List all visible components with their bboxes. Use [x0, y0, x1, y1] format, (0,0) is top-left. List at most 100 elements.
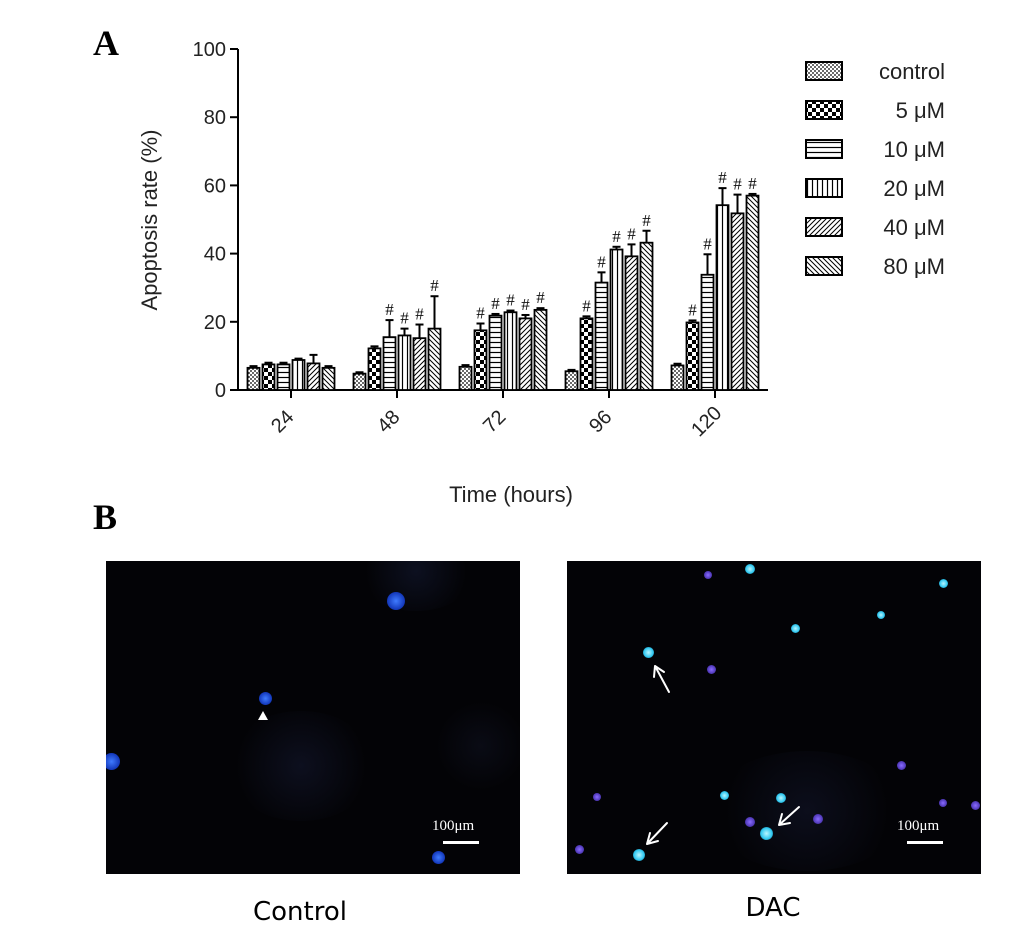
bar [458, 365, 473, 391]
dac-scale-label: 100μm [897, 818, 940, 834]
significance-marker: # [521, 295, 530, 314]
x-tick-label: 24 [267, 406, 298, 437]
bar [564, 370, 579, 391]
control-caption: Control [253, 897, 347, 927]
bar [261, 363, 276, 391]
apoptotic-nucleus [643, 647, 654, 658]
significance-marker: # [430, 276, 439, 295]
y-tick-label: 100 [193, 39, 226, 61]
bar [412, 337, 427, 391]
significance-marker: # [491, 294, 500, 313]
y-tick-label: 80 [204, 107, 226, 129]
significance-marker: # [688, 300, 697, 319]
arrow-icon [646, 665, 800, 845]
y-axis-label: Apoptosis rate (%) [137, 130, 162, 311]
significance-marker: # [597, 252, 606, 271]
control-glow [436, 701, 520, 791]
bar [670, 364, 685, 391]
legend-swatch [805, 100, 843, 120]
significance-marker: # [506, 291, 515, 310]
violet-nucleus [704, 571, 712, 579]
violet-nucleus [813, 814, 823, 824]
bar [291, 359, 306, 391]
y-tick-label: 0 [215, 380, 226, 402]
significance-marker: # [627, 224, 636, 243]
significance-marker: # [718, 168, 727, 187]
bar [246, 366, 261, 391]
legend-swatch [805, 178, 843, 198]
bar [518, 317, 533, 391]
bar [639, 241, 654, 391]
bar [367, 347, 382, 391]
bar [579, 317, 594, 391]
arrowhead-marker-icon [258, 711, 268, 720]
legend-swatch [805, 139, 843, 159]
significance-marker: # [536, 288, 545, 307]
nucleus [432, 851, 445, 864]
y-tick-label: 20 [204, 312, 226, 334]
apoptotic-nucleus [760, 827, 773, 840]
legend-swatch [805, 61, 843, 81]
bar [685, 321, 700, 391]
dac-micrograph: 100μm [567, 561, 981, 874]
bar [427, 327, 442, 391]
violet-nucleus [707, 665, 716, 674]
apoptotic-nucleus [877, 611, 885, 619]
bar [306, 362, 321, 391]
legend-swatch [805, 217, 843, 237]
bar [594, 281, 609, 391]
nucleus [259, 692, 272, 705]
dac-caption: DAC [745, 893, 801, 923]
significance-marker: # [703, 234, 712, 253]
bar [715, 204, 730, 391]
significance-marker: # [748, 174, 757, 193]
x-tick-label: 96 [585, 406, 616, 437]
nucleus [106, 753, 120, 770]
legend-label: 20 μM [883, 176, 945, 201]
legend-label: 80 μM [883, 254, 945, 279]
dac-glow [707, 751, 907, 871]
bar [352, 372, 367, 391]
significance-marker: # [733, 175, 742, 194]
control-micrograph: 100μm [106, 561, 520, 874]
bar [609, 248, 624, 391]
significance-marker: # [642, 211, 651, 230]
bar [397, 334, 412, 391]
bar [745, 194, 760, 391]
bar [473, 329, 488, 391]
significance-marker: # [385, 300, 394, 319]
violet-nucleus [593, 793, 601, 801]
legend-label: control [879, 59, 945, 84]
violet-nucleus [939, 799, 947, 807]
legend-swatch [805, 256, 843, 276]
panel-b-label: B [93, 497, 118, 537]
control-scale-label: 100μm [432, 818, 475, 834]
violet-nucleus [971, 801, 980, 810]
nucleus [387, 592, 405, 610]
y-tick-label: 60 [204, 175, 226, 197]
control-scale-bar [443, 841, 479, 844]
apoptosis-bar-chart: 0 20 40 60 80 100 24 48 72 96 120 # # # # # # # # # # # # # # # #… [137, 39, 945, 507]
x-tick-label: 48 [373, 406, 404, 437]
x-tick-label: 72 [479, 406, 510, 437]
significance-marker: # [415, 305, 424, 324]
significance-marker: # [400, 309, 409, 328]
legend-label: 40 μM [883, 215, 945, 240]
significance-marker: # [582, 296, 591, 315]
bar [730, 212, 745, 391]
bar [488, 314, 503, 391]
apoptotic-nucleus [745, 564, 755, 574]
violet-nucleus [745, 817, 755, 827]
bar [700, 273, 715, 391]
bar [503, 311, 518, 391]
control-glow [356, 561, 476, 611]
significance-marker: # [476, 304, 485, 323]
apoptotic-nucleus [720, 791, 729, 800]
bar [533, 308, 548, 391]
bar [321, 366, 336, 391]
x-axis-label: Time (hours) [449, 482, 573, 507]
dac-scale-bar [907, 841, 943, 844]
y-tick-label: 40 [204, 244, 226, 266]
apoptotic-nucleus [939, 579, 948, 588]
significance-marker: # [612, 227, 621, 246]
